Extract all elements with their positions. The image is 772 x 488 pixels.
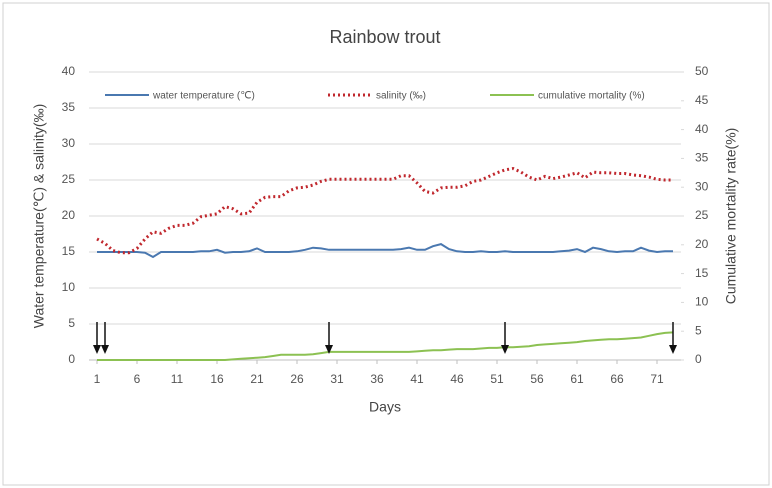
- x-tick-label: 61: [570, 372, 584, 386]
- series-line: [96, 166, 673, 255]
- x-tick-label: 6: [134, 372, 141, 386]
- arrow-head: [501, 345, 509, 354]
- x-tick-label: 16: [210, 372, 224, 386]
- y-tick-label: 0: [68, 352, 75, 366]
- chart-title: Rainbow trout: [329, 27, 440, 47]
- y2-tick-label: 25: [695, 208, 709, 222]
- x-tick-label: 41: [410, 372, 424, 386]
- x-tick-label: 1: [94, 372, 101, 386]
- arrow-head: [325, 345, 333, 354]
- arrow-head: [93, 345, 101, 354]
- y2-tick-label: 50: [695, 64, 709, 78]
- legend-label: water temperature (℃): [152, 91, 255, 102]
- y2-axis-title: Cumulative mortality rate(%): [723, 128, 739, 305]
- x-axis-title: Days: [369, 399, 401, 415]
- x-tick-label: 71: [650, 372, 664, 386]
- y2-tick-label: 40: [695, 122, 709, 136]
- y-tick-label: 30: [62, 136, 76, 150]
- x-tick-label: 31: [330, 372, 344, 386]
- legend-label: salinity (‰): [376, 91, 426, 102]
- x-tick-label: 51: [490, 372, 504, 386]
- arrow-head: [669, 345, 677, 354]
- x-tick-label: 66: [610, 372, 624, 386]
- x-tick-label: 46: [450, 372, 464, 386]
- y-tick-label: 10: [62, 280, 76, 294]
- y-tick-label: 40: [62, 64, 76, 78]
- y-tick-label: 20: [62, 208, 76, 222]
- y-tick-label: 15: [62, 244, 76, 258]
- y-axis-title: Water temperature(℃) & salinity(‰): [31, 104, 47, 328]
- x-tick-label: 11: [171, 372, 184, 386]
- y-tick-label: 35: [62, 100, 76, 114]
- y2-tick-label: 15: [695, 266, 709, 280]
- x-tick-label: 21: [250, 372, 264, 386]
- arrow-head: [101, 345, 109, 354]
- y-tick-label: 25: [62, 172, 76, 186]
- y2-tick-label: 5: [695, 323, 702, 337]
- y2-tick-label: 35: [695, 151, 709, 165]
- y2-tick-label: 30: [695, 179, 709, 193]
- series-line: [97, 243, 673, 259]
- x-tick-label: 56: [530, 372, 544, 386]
- y-tick-label: 5: [68, 316, 75, 330]
- legend-label: cumulative mortality (%): [538, 91, 645, 102]
- y2-tick-label: 10: [695, 295, 709, 309]
- y2-tick-label: 45: [695, 93, 709, 107]
- series-line: [97, 331, 674, 361]
- y2-tick-label: 0: [695, 352, 702, 366]
- y2-tick-label: 20: [695, 237, 709, 251]
- x-tick-label: 36: [370, 372, 384, 386]
- x-tick-label: 26: [290, 372, 304, 386]
